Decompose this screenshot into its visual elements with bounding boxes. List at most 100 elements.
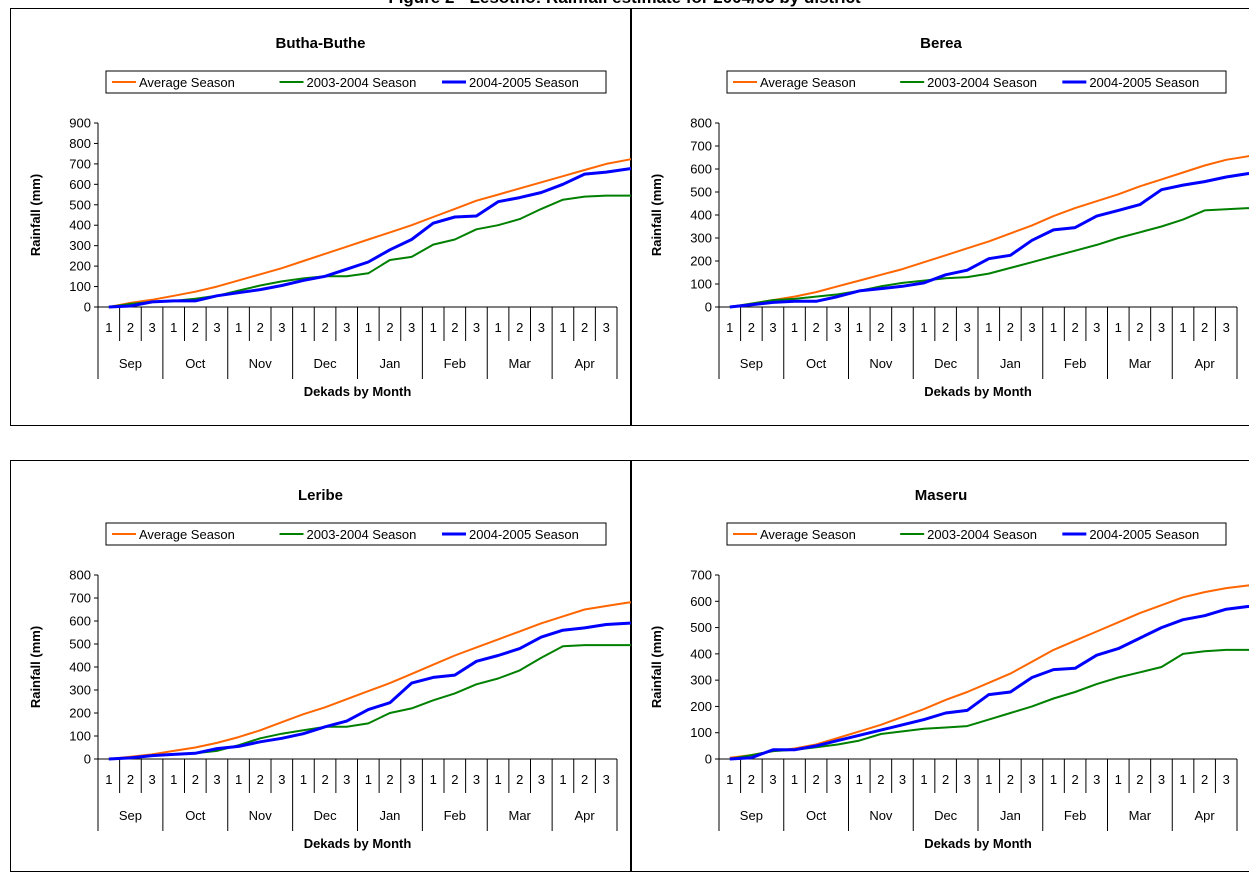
x-month-label: Apr [574, 808, 595, 823]
x-month-label: Nov [869, 808, 893, 823]
x-dekad-label: 2 [257, 772, 264, 787]
y-tick-label: 700 [690, 139, 712, 154]
x-month-label: Mar [508, 356, 531, 371]
y-tick-label: 500 [69, 637, 91, 652]
x-month-label: Oct [185, 356, 206, 371]
y-tick-label: 500 [690, 185, 712, 200]
x-dekad-label: 3 [899, 320, 906, 335]
x-dekad-label: 3 [148, 772, 155, 787]
x-month-label: Sep [119, 808, 142, 823]
x-month-label: Nov [869, 356, 893, 371]
x-dekad-label: 1 [856, 772, 863, 787]
y-tick-label: 700 [690, 568, 712, 583]
y-tick-label: 0 [705, 300, 712, 315]
x-dekad-label: 2 [748, 320, 755, 335]
y-tick-label: 800 [69, 136, 91, 151]
x-dekad-label: 3 [603, 772, 610, 787]
legend-label-2004-2005: 2004-2005 Season [469, 527, 579, 542]
x-dekad-label: 3 [343, 320, 350, 335]
y-tick-label: 200 [69, 706, 91, 721]
x-month-label: Dec [314, 356, 338, 371]
x-dekad-label: 3 [1223, 772, 1230, 787]
x-dekad-label: 3 [1093, 320, 1100, 335]
x-dekad-label: 3 [278, 772, 285, 787]
x-dekad-label: 2 [813, 772, 820, 787]
x-dekad-label: 2 [581, 320, 588, 335]
chart-title: Maseru [915, 487, 968, 504]
x-dekad-label: 2 [516, 772, 523, 787]
y-tick-label: 900 [69, 116, 91, 131]
x-dekad-label: 3 [1158, 320, 1165, 335]
x-dekad-label: 1 [856, 320, 863, 335]
x-dekad-label: 3 [1158, 772, 1165, 787]
x-dekad-label: 2 [386, 772, 393, 787]
chart-title: Leribe [298, 487, 343, 504]
x-dekad-label: 1 [105, 772, 112, 787]
x-dekad-label: 2 [386, 320, 393, 335]
x-dekad-label: 2 [581, 772, 588, 787]
y-tick-label: 400 [690, 208, 712, 223]
x-dekad-label: 1 [920, 320, 927, 335]
x-month-label: Jan [1000, 808, 1021, 823]
y-axis-title: Rainfall (mm) [649, 174, 664, 256]
x-month-label: Feb [1064, 808, 1086, 823]
x-dekad-label: 3 [769, 772, 776, 787]
y-tick-label: 0 [84, 752, 91, 767]
x-month-label: Apr [1195, 356, 1216, 371]
x-dekad-label: 2 [1136, 772, 1143, 787]
x-month-label: Nov [249, 808, 273, 823]
x-dekad-label: 2 [877, 320, 884, 335]
x-dekad-label: 3 [408, 320, 415, 335]
y-tick-label: 100 [69, 729, 91, 744]
y-axis-title: Rainfall (mm) [649, 626, 664, 708]
x-dekad-label: 3 [834, 320, 841, 335]
x-dekad-label: 2 [192, 320, 199, 335]
x-month-label: Oct [806, 356, 827, 371]
x-month-label: Sep [119, 356, 142, 371]
x-dekad-label: 1 [791, 320, 798, 335]
x-dekad-label: 1 [559, 772, 566, 787]
x-dekad-label: 2 [516, 320, 523, 335]
y-tick-label: 400 [690, 646, 712, 661]
x-dekad-label: 1 [170, 320, 177, 335]
x-dekad-label: 2 [1007, 320, 1014, 335]
x-month-label: Jan [379, 356, 400, 371]
y-axis-title: Rainfall (mm) [28, 174, 43, 256]
x-month-label: Dec [934, 808, 958, 823]
x-dekad-label: 1 [365, 320, 372, 335]
x-dekad-label: 3 [408, 772, 415, 787]
y-tick-label: 200 [690, 699, 712, 714]
x-month-label: Jan [1000, 356, 1021, 371]
legend-label-2003-2004: 2003-2004 Season [927, 75, 1037, 90]
x-dekad-label: 3 [148, 320, 155, 335]
x-dekad-label: 1 [1050, 320, 1057, 335]
x-dekad-label: 2 [1072, 772, 1079, 787]
legend-label-2003-2004: 2003-2004 Season [307, 527, 417, 542]
y-tick-label: 700 [69, 156, 91, 171]
x-dekad-label: 1 [1115, 772, 1122, 787]
x-dekad-label: 1 [1115, 320, 1122, 335]
x-dekad-label: 3 [964, 320, 971, 335]
x-month-label: Mar [508, 808, 531, 823]
y-tick-label: 0 [705, 752, 712, 767]
legend-label-2004-2005: 2004-2005 Season [1089, 75, 1199, 90]
x-month-label: Dec [314, 808, 338, 823]
x-dekad-label: 1 [170, 772, 177, 787]
y-tick-label: 400 [69, 660, 91, 675]
x-axis-title: Dekads by Month [304, 384, 412, 399]
x-dekad-label: 1 [430, 320, 437, 335]
x-dekad-label: 1 [235, 772, 242, 787]
chart-title: Berea [920, 35, 962, 52]
x-dekad-label: 3 [1223, 320, 1230, 335]
x-dekad-label: 2 [451, 772, 458, 787]
x-dekad-label: 1 [430, 772, 437, 787]
x-month-label: Mar [1129, 356, 1152, 371]
figure-title: Figure 2 - Lesotho: Rainfall estimate fo… [0, 0, 1249, 8]
x-dekad-label: 3 [473, 772, 480, 787]
